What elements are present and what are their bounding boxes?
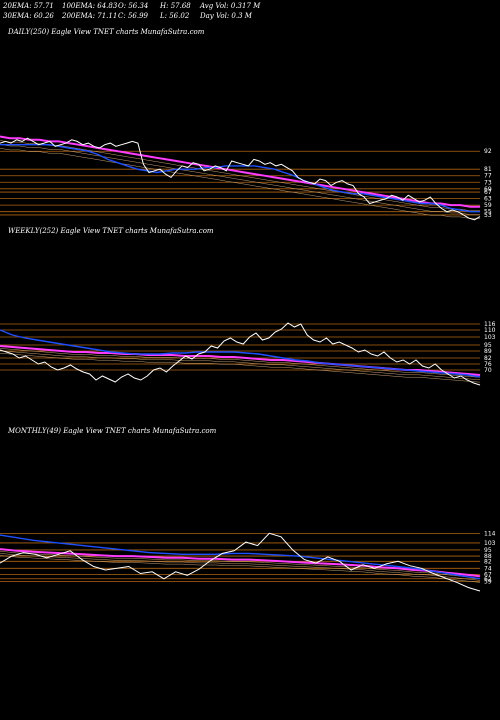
stat-high: H: 57.68 bbox=[160, 2, 191, 10]
monthly-tick-label: 88 bbox=[484, 553, 492, 560]
daily-ma-thin-1 bbox=[0, 144, 480, 215]
monthly-tick-label: 74 bbox=[484, 565, 492, 572]
monthly-price-line bbox=[0, 532, 481, 592]
daily-tick-label: 59 bbox=[484, 202, 492, 209]
monthly-ma-thin-0 bbox=[0, 550, 481, 579]
daily-tick-label: 81 bbox=[484, 166, 492, 173]
daily-ma-thin-2 bbox=[0, 148, 480, 219]
monthly-tick-label: 67 bbox=[484, 571, 492, 578]
stat-ema20: 20EMA: 57.71 bbox=[3, 2, 54, 10]
daily-tick-label: 63 bbox=[484, 196, 492, 203]
weekly-ma-thin-2 bbox=[0, 352, 481, 383]
daily-tick-label: 69 bbox=[484, 186, 492, 193]
weekly-tick-label: 76 bbox=[484, 361, 492, 368]
stat-low: L: 56.02 bbox=[160, 12, 190, 20]
monthly-tick-label: 62 bbox=[484, 576, 492, 583]
monthly-ema-slow-line bbox=[0, 548, 481, 578]
stat-close: C: 56.99 bbox=[118, 12, 148, 20]
weekly-tick-label: 95 bbox=[484, 342, 492, 349]
weekly-ma-thin-1 bbox=[0, 350, 481, 381]
monthly-tick-label: 82 bbox=[484, 558, 492, 565]
daily-ema-fast-line bbox=[0, 143, 480, 213]
daily-tick-label: 77 bbox=[484, 173, 492, 180]
daily-price-line bbox=[0, 137, 481, 221]
daily-ema-slow-line bbox=[0, 135, 480, 208]
monthly-chart-title: MONTHLY(49) Eagle View TNET charts Munaf… bbox=[8, 427, 217, 435]
stat-ema100: 100EMA: 64.83 bbox=[62, 2, 118, 10]
stat-day-vol: Day Vol: 0.3 M bbox=[200, 12, 252, 20]
weekly-ma-thin-0 bbox=[0, 348, 481, 378]
stat-open: O: 56.34 bbox=[118, 2, 149, 10]
monthly-ma-thin-2 bbox=[0, 555, 481, 583]
monthly-tick-label: 95 bbox=[484, 547, 492, 554]
monthly-tick-label: 59 bbox=[484, 578, 492, 585]
weekly-tick-label: 82 bbox=[484, 355, 492, 362]
weekly-tick-label: 110 bbox=[484, 327, 496, 334]
monthly-tick-label: 103 bbox=[484, 540, 496, 547]
weekly-tick-label: 70 bbox=[484, 367, 492, 374]
daily-tick-label: 92 bbox=[484, 148, 492, 155]
daily-tick-label: 53 bbox=[484, 212, 492, 219]
weekly-chart-title: WEEKLY(252) Eagle View TNET charts Munaf… bbox=[8, 227, 214, 235]
stat-ema30: 30EMA: 60.26 bbox=[3, 12, 54, 20]
stat-avg-vol: Avg Vol: 0.317 M bbox=[200, 2, 261, 10]
weekly-tick-label: 103 bbox=[484, 334, 496, 341]
daily-tick-label: 55 bbox=[484, 209, 492, 216]
daily-tick-label: 73 bbox=[484, 179, 492, 186]
monthly-tick-label: 114 bbox=[484, 530, 496, 537]
weekly-tick-label: 89 bbox=[484, 348, 492, 355]
monthly-ma-thin-1 bbox=[0, 553, 481, 581]
daily-chart-title: DAILY(250) Eagle View TNET charts Munafa… bbox=[8, 28, 205, 36]
weekly-price-line bbox=[0, 322, 481, 386]
weekly-tick-label: 116 bbox=[484, 321, 496, 328]
weekly-ema-fast-line bbox=[0, 329, 481, 378]
daily-ma-thin-0 bbox=[0, 140, 480, 211]
stat-ema200: 200EMA: 71.11 bbox=[62, 12, 118, 20]
daily-tick-label: 67 bbox=[484, 189, 492, 196]
monthly-ema-fast-line bbox=[0, 534, 481, 580]
